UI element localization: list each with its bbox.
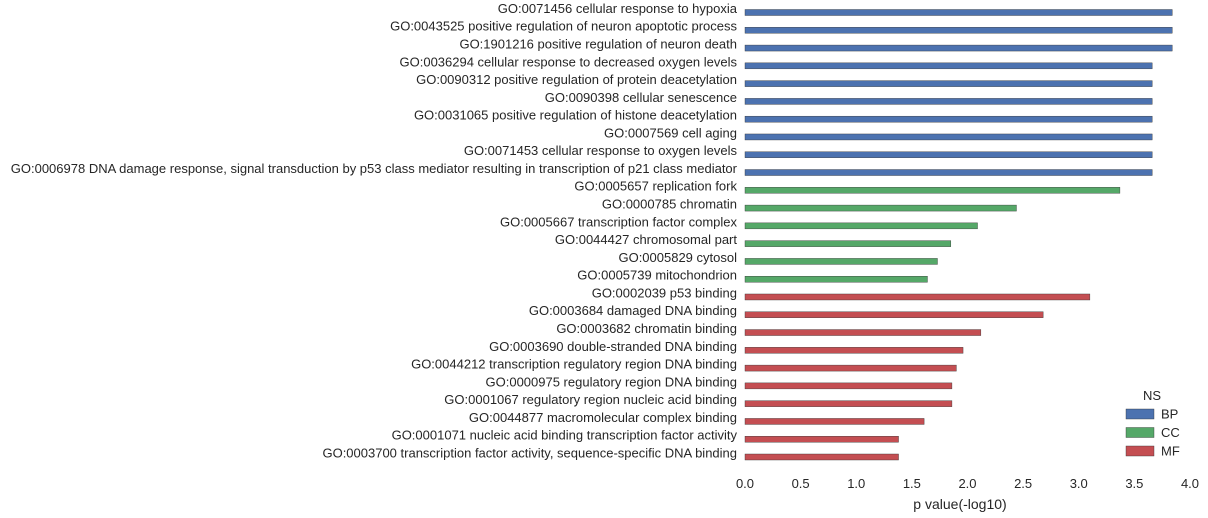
category-label: GO:0005739 mitochondrion [577, 268, 737, 283]
bar-bp [744, 133, 1153, 141]
category-label: GO:0001071 nucleic acid binding transcri… [392, 428, 738, 443]
bar-mf [744, 293, 1091, 301]
x-tick-label: 2.5 [1014, 476, 1032, 491]
x-axis-ticks: 0.0 0.5 1.0 1.5 2.0 2.5 3.0 3.5 4.0 [736, 476, 1199, 491]
bar-cc [744, 276, 928, 283]
bar-cc [744, 187, 1121, 194]
category-label: GO:0090312 positive regulation of protei… [416, 72, 737, 87]
bars-layer [744, 9, 1173, 461]
category-label: GO:0031065 positive regulation of histon… [414, 108, 737, 123]
legend-label-bp: BP [1161, 407, 1178, 422]
category-label: GO:0000975 regulatory region DNA binding [486, 374, 738, 389]
x-axis-title: p value(-log10) [913, 496, 1006, 512]
category-label: GO:0000785 chromatin [602, 197, 737, 212]
bar-mf [744, 418, 925, 425]
legend: NS BP CC MF [1125, 388, 1180, 459]
bar-bp [744, 115, 1153, 123]
bar-bp [744, 98, 1153, 105]
category-label: GO:0002039 p53 binding [592, 285, 737, 300]
x-tick-label: 1.0 [847, 476, 865, 491]
bar-bp [744, 169, 1153, 176]
bar-bp [744, 44, 1173, 52]
bar-bp [744, 80, 1153, 87]
category-label: GO:0003690 double-stranded DNA binding [489, 339, 737, 354]
category-label: GO:0005829 cytosol [618, 250, 737, 265]
category-label: GO:0005657 replication fork [574, 179, 737, 194]
x-tick-label: 1.5 [903, 476, 921, 491]
bar-cc [744, 240, 952, 247]
bar-bp [744, 151, 1153, 158]
category-label: GO:0090398 cellular senescence [545, 90, 737, 105]
category-label: GO:0044877 macromolecular complex bindin… [469, 410, 737, 425]
bar-mf [744, 436, 899, 443]
legend-entries: BP CC MF [1125, 407, 1180, 459]
category-label: GO:0036294 cellular response to decrease… [400, 54, 738, 69]
legend-swatch-bp [1125, 408, 1155, 420]
category-label: GO:0071456 cellular response to hypoxia [498, 1, 738, 16]
bar-cc [744, 258, 938, 265]
bar-mf [744, 311, 1044, 318]
category-label: GO:1901216 positive regulation of neuron… [459, 36, 737, 51]
legend-swatch-mf [1125, 445, 1155, 457]
x-tick-label: 3.0 [1070, 476, 1088, 491]
category-label: GO:0006978 DNA damage response, signal t… [11, 161, 738, 176]
bar-mf [744, 382, 953, 390]
legend-title: NS [1143, 388, 1161, 403]
legend-label-cc: CC [1161, 425, 1180, 440]
legend-label-mf: MF [1161, 444, 1180, 459]
category-label: GO:0071453 cellular response to oxygen l… [464, 143, 738, 158]
bar-bp [744, 27, 1173, 34]
bar-bp [744, 9, 1173, 16]
category-labels: GO:0071456 cellular response to hypoxia G… [11, 1, 738, 461]
bar-cc [744, 222, 978, 230]
bar-mf [744, 453, 899, 461]
category-label: GO:0043525 positive regulation of neuron… [390, 19, 737, 34]
category-label: GO:0003682 chromatin binding [556, 321, 737, 336]
x-tick-label: 2.0 [958, 476, 976, 491]
bar-mf [744, 347, 964, 354]
category-label: GO:0005667 transcription factor complex [500, 214, 738, 229]
category-label: GO:0007569 cell aging [604, 125, 737, 140]
category-label: GO:0001067 regulatory region nucleic aci… [444, 392, 737, 407]
bar-bp [744, 62, 1153, 70]
x-tick-label: 3.5 [1125, 476, 1143, 491]
x-tick-label: 0.5 [792, 476, 810, 491]
legend-swatch-cc [1125, 427, 1155, 438]
bar-mf [744, 364, 957, 372]
category-label: GO:0003684 damaged DNA binding [529, 303, 737, 318]
x-tick-label: 4.0 [1181, 476, 1199, 491]
category-label: GO:0003700 transcription factor activity… [322, 445, 737, 460]
category-label: GO:0044212 transcription regulatory regi… [411, 357, 737, 372]
bar-mf [744, 400, 953, 407]
bar-cc [744, 204, 1017, 212]
category-label: GO:0044427 chromosomal part [555, 232, 737, 247]
x-tick-label: 0.0 [736, 476, 754, 491]
bar-mf [744, 329, 982, 336]
